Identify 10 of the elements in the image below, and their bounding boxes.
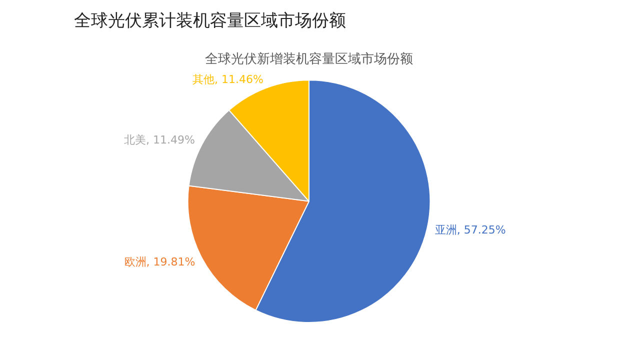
chart-subtitle: 全球光伏新增装机容量区域市场份额 bbox=[205, 51, 413, 68]
data-label: , 11.46% bbox=[214, 73, 264, 86]
slice-label: 欧洲 bbox=[124, 255, 146, 268]
data-label: , 57.25% bbox=[456, 223, 506, 236]
chart-title: 全球光伏累计装机容量区域市场份额 bbox=[74, 10, 346, 32]
slice-label: 亚洲 bbox=[434, 223, 457, 236]
data-label: , 19.81% bbox=[146, 255, 196, 268]
data-label: , 11.49% bbox=[146, 133, 195, 146]
slice-label: 北美 bbox=[124, 133, 146, 146]
slice-label: 其他 bbox=[192, 73, 215, 86]
